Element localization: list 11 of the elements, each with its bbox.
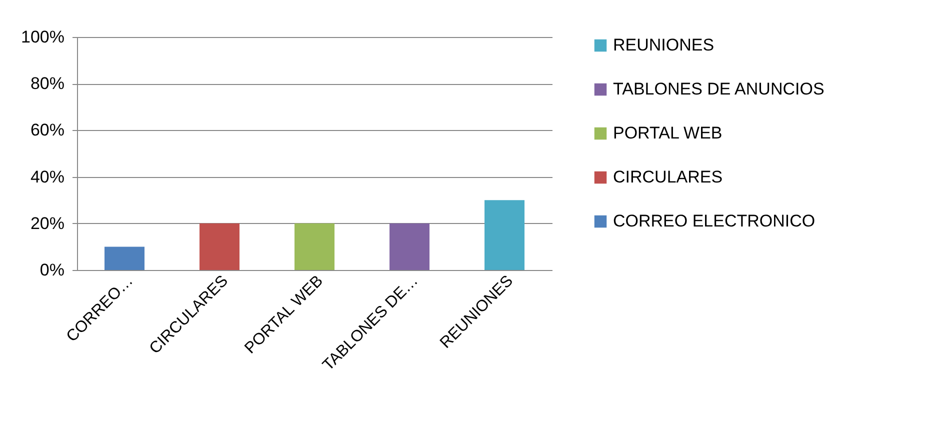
y-tick-label: 0% [40, 260, 64, 280]
legend-label: CORREO ELECTRONICO [613, 212, 816, 230]
y-tick-label: 100% [21, 28, 64, 46]
legend-label: CIRCULARES [613, 168, 723, 186]
y-tick-label: 60% [30, 120, 64, 140]
y-tick-label: 80% [30, 74, 64, 94]
y-tick-label: 20% [30, 214, 64, 233]
y-tick-label: 40% [30, 167, 64, 186]
legend-label: PORTAL WEB [613, 124, 722, 142]
legend-label: TABLONES DE ANUNCIOS [613, 80, 824, 98]
legend-label: REUNIONES [613, 36, 714, 54]
